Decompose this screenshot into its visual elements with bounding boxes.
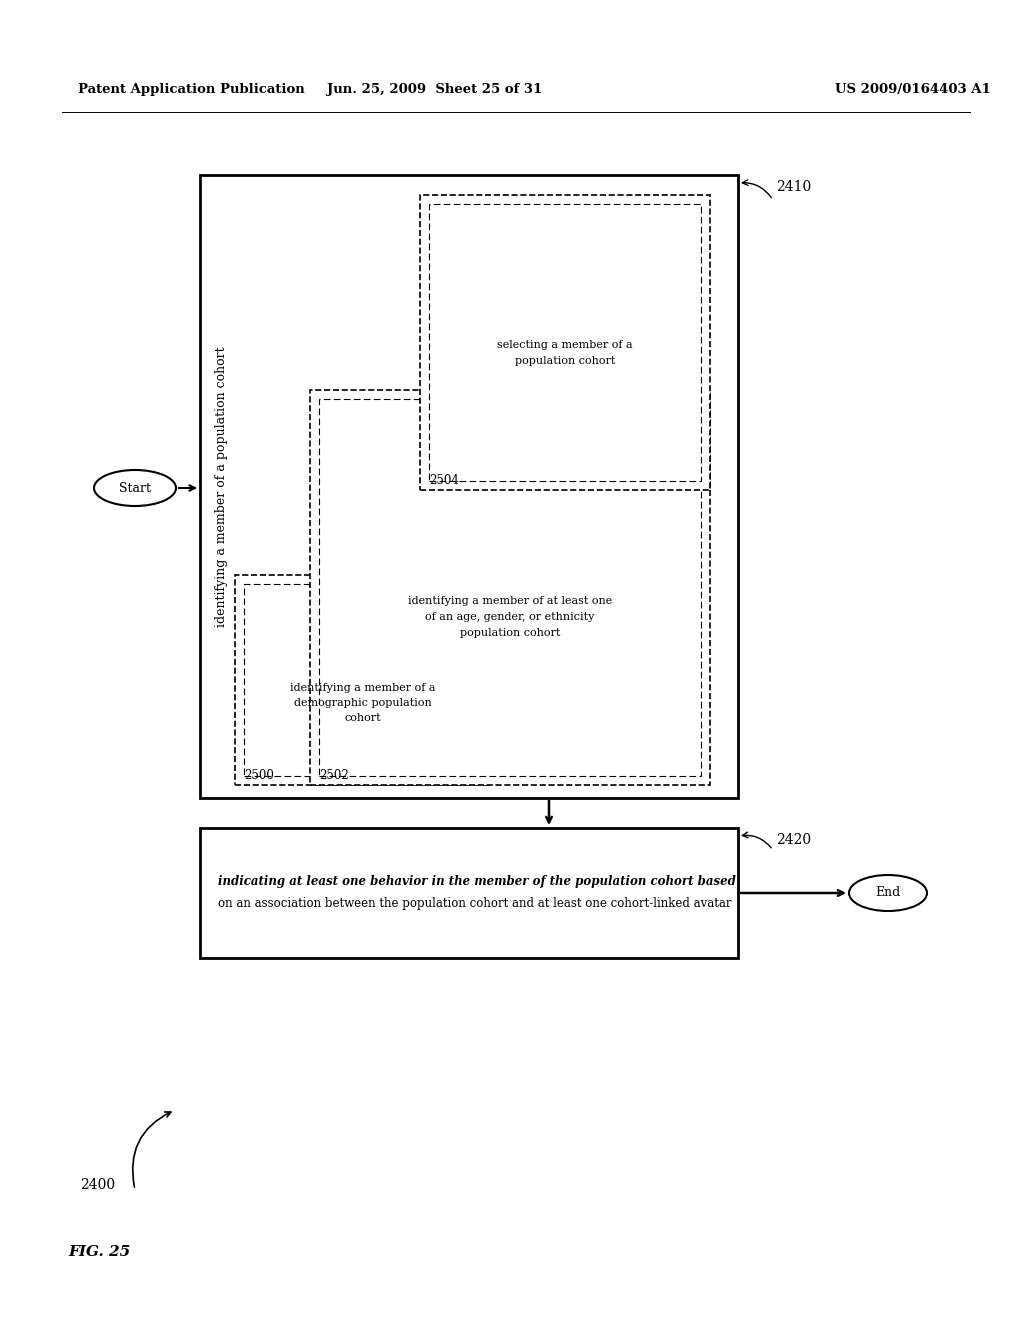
- Text: indicating at least one behavior in the member of the population cohort based: indicating at least one behavior in the …: [218, 874, 736, 887]
- Text: identifying a member of a: identifying a member of a: [290, 682, 435, 693]
- Text: selecting a member of a: selecting a member of a: [498, 339, 633, 350]
- Text: End: End: [876, 887, 901, 899]
- Bar: [200, 176, 738, 799]
- Bar: [429, 205, 701, 480]
- Ellipse shape: [849, 875, 927, 911]
- Text: cohort: cohort: [344, 713, 381, 723]
- Text: Patent Application Publication: Patent Application Publication: [78, 83, 305, 96]
- Text: 2504: 2504: [429, 474, 459, 487]
- Text: demographic population: demographic population: [294, 698, 431, 708]
- Text: 2410: 2410: [776, 180, 811, 194]
- Text: population cohort: population cohort: [460, 627, 560, 638]
- Text: US 2009/0164403 A1: US 2009/0164403 A1: [835, 83, 991, 96]
- Ellipse shape: [94, 470, 176, 506]
- Bar: [310, 389, 710, 785]
- Text: 2500: 2500: [244, 770, 273, 781]
- Text: Jun. 25, 2009  Sheet 25 of 31: Jun. 25, 2009 Sheet 25 of 31: [328, 83, 543, 96]
- Text: 2420: 2420: [776, 833, 811, 847]
- Text: 2400: 2400: [80, 1177, 115, 1192]
- Bar: [244, 583, 481, 776]
- Text: identifying a member of at least one: identifying a member of at least one: [408, 595, 612, 606]
- Text: Start: Start: [119, 482, 151, 495]
- Bar: [234, 576, 490, 785]
- Bar: [420, 195, 710, 490]
- Text: FIG. 25: FIG. 25: [68, 1245, 130, 1259]
- Text: on an association between the population cohort and at least one cohort-linked a: on an association between the population…: [218, 896, 731, 909]
- Text: 2502: 2502: [319, 770, 349, 781]
- Text: identifying a member of a population cohort: identifying a member of a population coh…: [215, 346, 228, 627]
- Bar: [319, 399, 701, 776]
- Text: of an age, gender, or ethnicity: of an age, gender, or ethnicity: [425, 611, 595, 622]
- Text: population cohort: population cohort: [515, 356, 615, 367]
- Bar: [200, 828, 738, 958]
